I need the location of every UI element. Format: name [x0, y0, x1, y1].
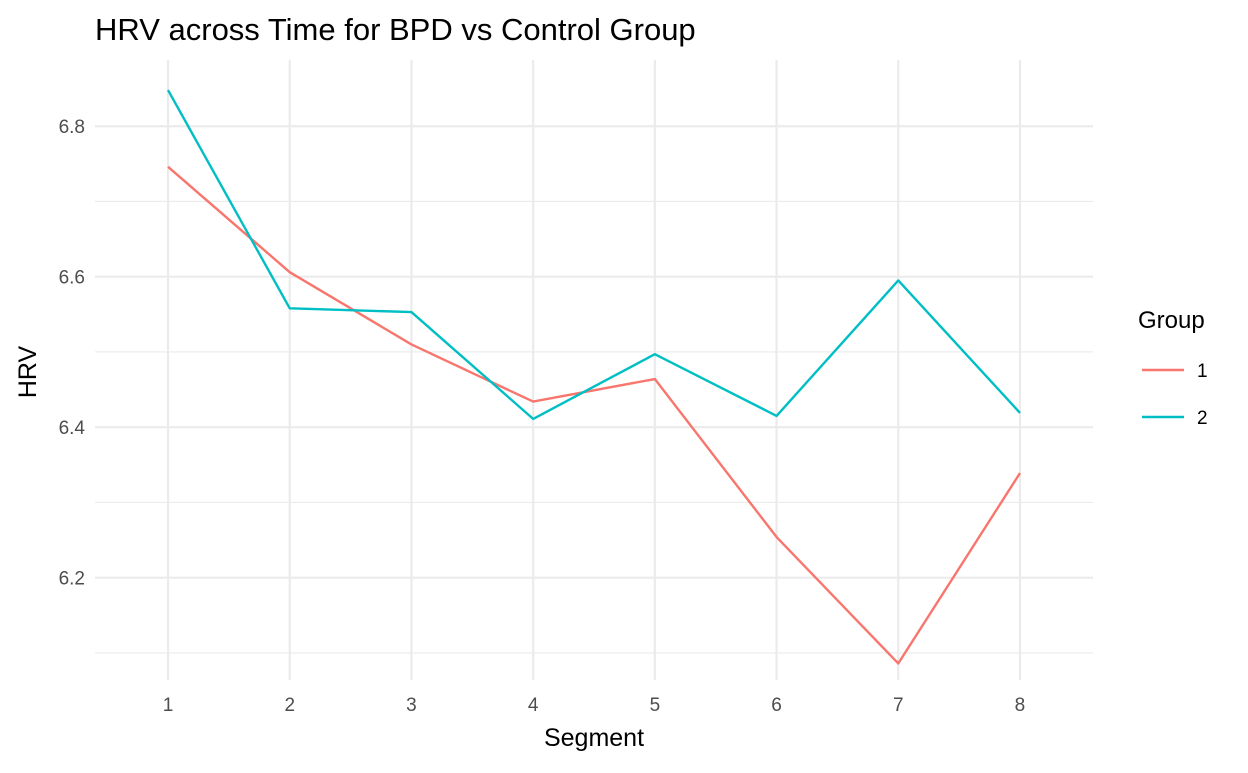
x-tick-label: 7 — [893, 695, 904, 716]
x-tick-label: 5 — [650, 695, 661, 716]
x-tick-label: 6 — [771, 695, 782, 716]
x-tick-label: 2 — [284, 695, 295, 716]
chart-title: HRV across Time for BPD vs Control Group — [95, 12, 696, 47]
y-tick-label: 6.6 — [59, 268, 85, 289]
y-tick-label: 6.4 — [59, 418, 86, 439]
series-line-group-2 — [166, 89, 1021, 421]
legend-items: 12 — [1142, 361, 1208, 429]
y-axis-title: HRV — [14, 346, 42, 399]
legend: Group 12 — [1138, 307, 1208, 429]
series-line-group-1 — [167, 165, 1021, 665]
legend-title: Group — [1138, 307, 1205, 334]
x-tick-label: 4 — [528, 695, 539, 716]
x-tick-label: 1 — [163, 695, 174, 716]
y-tick-label: 6.2 — [59, 569, 85, 590]
x-axis-title: Segment — [544, 724, 644, 752]
y-tick-label: 6.8 — [59, 117, 85, 138]
legend-label-group-1: 1 — [1197, 361, 1208, 382]
series-lines — [166, 89, 1021, 665]
axis-ticks: 6.2 6.4 6.6 6.8 1 2 3 4 5 6 7 8 — [59, 117, 1026, 716]
x-tick-label: 3 — [406, 695, 417, 716]
grid — [95, 60, 1093, 680]
legend-label-group-2: 2 — [1197, 408, 1208, 429]
x-tick-label: 8 — [1015, 695, 1026, 716]
